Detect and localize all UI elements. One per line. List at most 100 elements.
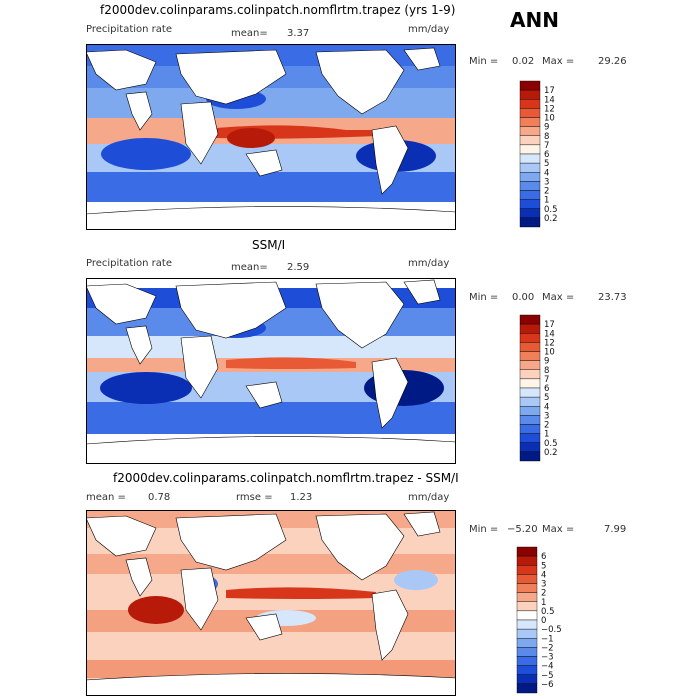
- min-label: Min =: [469, 292, 499, 303]
- colorbar-swatch: [519, 99, 541, 109]
- colorbar-swatch: [516, 638, 538, 648]
- colorbar-tick-label: 9: [544, 357, 549, 367]
- colorbar-tick-label: −4: [541, 662, 554, 672]
- colorbar-swatch: [516, 683, 538, 694]
- colorbar-swatch: [519, 217, 541, 228]
- colorbar-tick-label: 14: [544, 95, 555, 105]
- colorbar-swatch: [516, 665, 538, 675]
- max-label: Max =: [542, 56, 575, 67]
- mean-label: mean=: [231, 28, 268, 39]
- colorbar-swatch: [516, 555, 538, 566]
- colorbar-swatch: [519, 323, 541, 334]
- mean-value: 0.78: [148, 492, 171, 503]
- colorbar-swatch: [519, 117, 541, 127]
- colorbar-tick-label: 2: [544, 421, 549, 431]
- rmse-value: 1.23: [290, 492, 313, 503]
- colorbar-tick-label: 8: [544, 132, 549, 142]
- units-label: mm/day: [408, 258, 450, 269]
- colorbar-tick-label: 8: [544, 366, 549, 376]
- colorbar-tick-label: 17: [544, 86, 555, 96]
- colorbar-swatch: [516, 674, 538, 685]
- colorbar-tick-label: 6: [541, 552, 546, 562]
- colorbar-swatch: [519, 144, 541, 155]
- colorbar-swatch: [519, 108, 541, 118]
- precip-map: [86, 44, 456, 230]
- colorbar-tick-label: 4: [541, 570, 546, 580]
- mean-label: mean=: [231, 262, 268, 273]
- colorbar-swatch: [519, 415, 541, 425]
- colorbar-tick-label: 3: [544, 177, 549, 187]
- units-label: mm/day: [408, 24, 450, 35]
- precip-map: [86, 278, 456, 464]
- colorbar-tick-label: −6: [541, 680, 554, 690]
- colorbar-tick-label: 6: [544, 150, 549, 160]
- colorbar-tick-label: 14: [544, 329, 555, 339]
- colorbar-tick-label: 0.5: [541, 607, 555, 617]
- field-label: Precipitation rate: [86, 24, 172, 35]
- colorbar-swatch: [519, 333, 541, 343]
- colorbar-tick-label: 6: [544, 384, 549, 394]
- colorbar-swatch: [519, 153, 541, 164]
- mean-value: 3.37: [287, 28, 310, 39]
- colorbar-tick-label: 0.5: [544, 205, 558, 215]
- colorbar-tick-label: 17: [544, 320, 555, 330]
- field-label: Precipitation rate: [86, 258, 172, 269]
- colorbar-swatch: [519, 181, 541, 191]
- colorbar-tick-label: 12: [544, 338, 555, 348]
- colorbar-swatch: [519, 208, 541, 219]
- panel-title: SSM/I: [252, 238, 286, 252]
- colorbar-swatch: [519, 162, 541, 173]
- colorbar-tick-label: 0.5: [544, 439, 558, 449]
- colorbar-swatch: [519, 351, 541, 361]
- colorbar-swatch: [516, 592, 538, 602]
- colorbar-swatch: [519, 433, 541, 443]
- colorbar-swatch: [519, 172, 541, 182]
- mean-label: mean =: [86, 492, 126, 503]
- colorbar-tick-label: 0.2: [544, 448, 558, 458]
- panel-title: f2000dev.colinparams.colinpatch.nomflrtm…: [100, 3, 456, 17]
- colorbar-swatch: [516, 619, 538, 630]
- min-label: Min =: [469, 524, 499, 535]
- colorbar-tick-label: 3: [544, 411, 549, 421]
- colorbar-swatch: [516, 546, 538, 557]
- colorbar-tick-label: 3: [541, 580, 546, 590]
- colorbar-tick-label: 1: [541, 598, 546, 608]
- min-value: 0.02: [512, 56, 535, 67]
- colorbar-swatch: [519, 442, 541, 453]
- colorbar-tick-label: 2: [541, 589, 546, 599]
- colorbar-swatch: [516, 565, 538, 575]
- colorbar-swatch: [519, 360, 541, 370]
- max-value: 23.73: [598, 292, 627, 303]
- colorbar-swatch: [516, 647, 538, 657]
- colorbar-tick-label: 1: [544, 430, 549, 440]
- colorbar-tick-label: 1: [544, 196, 549, 206]
- rmse-label: rmse =: [236, 492, 273, 503]
- colorbar-swatch: [519, 199, 541, 209]
- colorbar-tick-label: 7: [544, 375, 549, 385]
- min-label: Min =: [469, 56, 499, 67]
- colorbar-tick-label: 0.2: [544, 214, 558, 224]
- max-label: Max =: [542, 524, 575, 535]
- colorbar-swatch: [519, 387, 541, 398]
- colorbar-swatch: [519, 396, 541, 407]
- colorbar-swatch: [516, 574, 538, 584]
- colorbar-tick-label: −2: [541, 643, 554, 653]
- colorbar-swatch: [519, 451, 541, 462]
- colorbar-tick-label: 5: [544, 159, 549, 169]
- units-label: mm/day: [408, 492, 450, 503]
- colorbar-swatch: [519, 190, 541, 200]
- colorbar-swatch: [519, 314, 541, 325]
- colorbar-tick-label: 5: [541, 561, 546, 571]
- colorbar-tick-label: 5: [544, 393, 549, 403]
- colorbar-tick-label: 10: [544, 114, 555, 124]
- colorbar-tick-label: −5: [541, 671, 554, 681]
- max-value: 7.99: [604, 524, 627, 535]
- colorbar-swatch: [519, 369, 541, 380]
- colorbar-tick-label: 2: [544, 187, 549, 197]
- colorbar-tick-label: 0: [541, 616, 546, 626]
- colorbar-tick-label: −3: [541, 653, 554, 663]
- colorbar-swatch: [519, 126, 541, 136]
- mean-value: 2.59: [287, 262, 310, 273]
